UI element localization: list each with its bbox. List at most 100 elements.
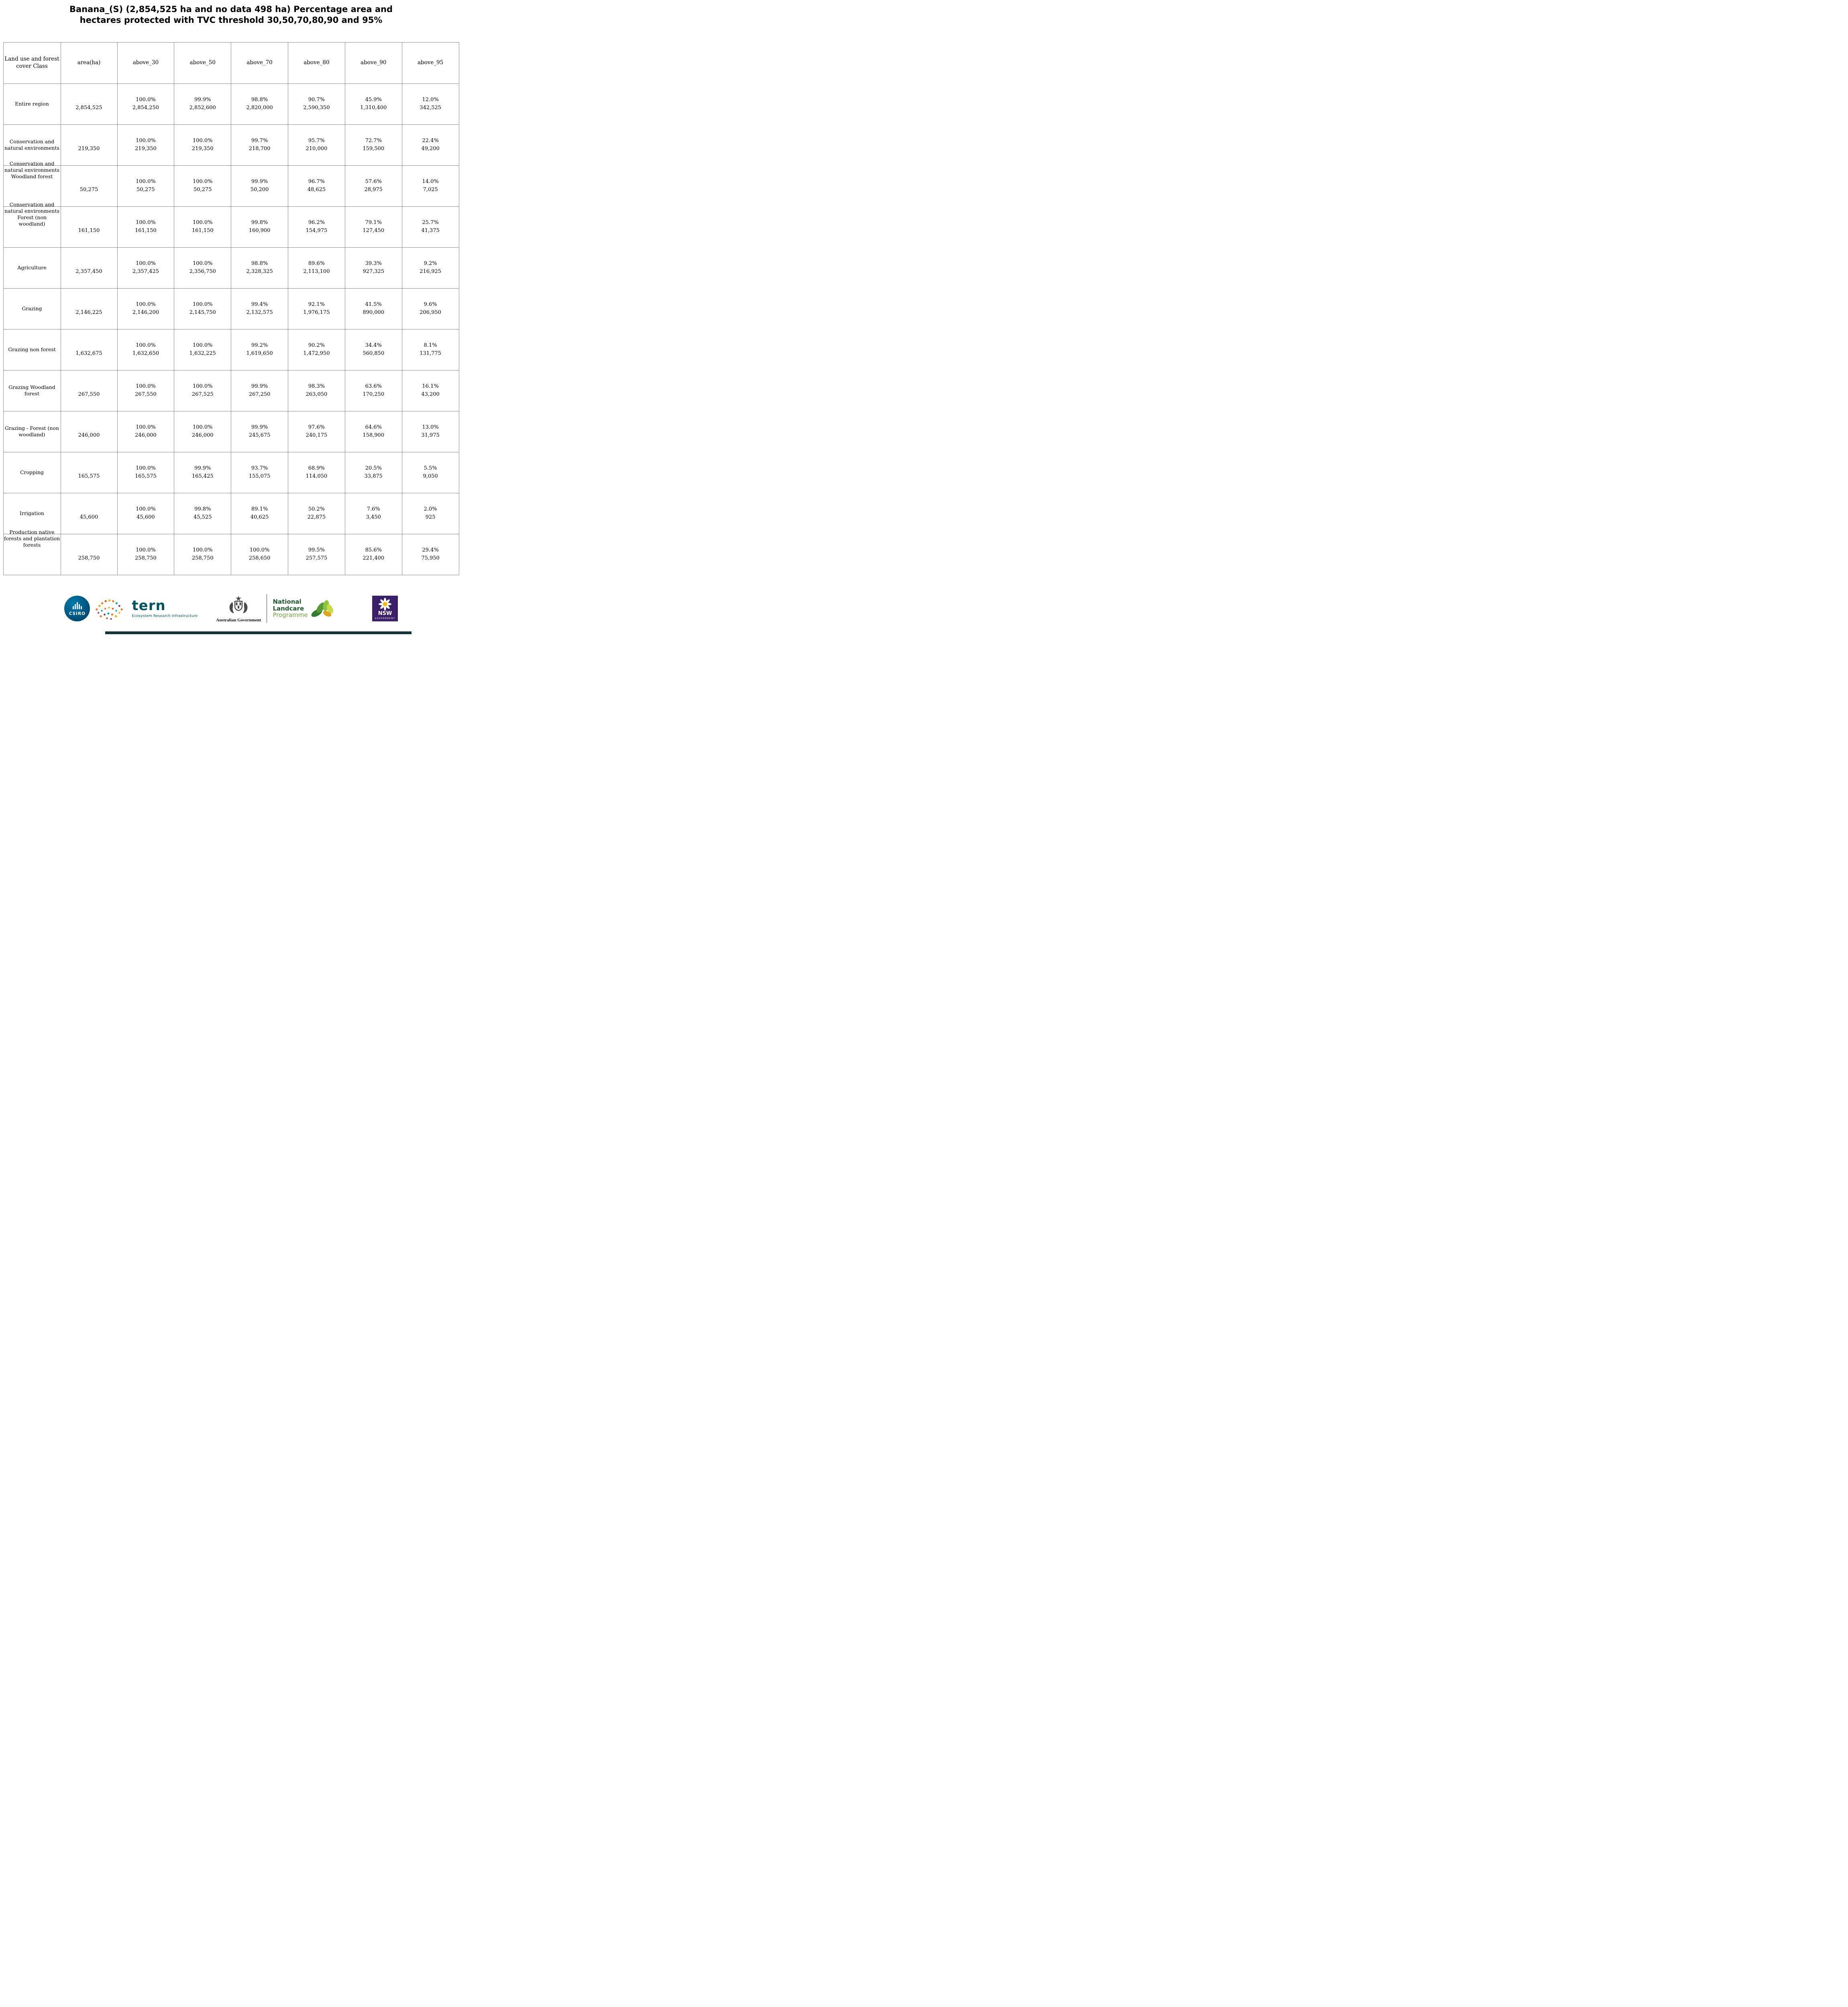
value-cell: 8.1% 131,775 <box>401 329 459 370</box>
value-cell: 41.5% 890,000 <box>344 288 402 330</box>
landcare-wordmark: National Landcare Programme <box>273 598 308 619</box>
value-cell: 99.9% 165,425 <box>174 452 232 493</box>
value-cell: 50.2% 22,875 <box>287 493 345 534</box>
leaves-icon <box>311 600 333 617</box>
column-header: above_95 <box>401 42 459 84</box>
area-cell: 267,550 <box>60 370 118 411</box>
row-label: Grazing non forest <box>3 329 61 370</box>
value-cell: 99.9% 2,852,600 <box>174 83 232 125</box>
value-cell: 12.0% 342,525 <box>401 83 459 125</box>
value-cell: 100.0% 2,146,200 <box>117 288 175 330</box>
value-cell: 20.5% 33,875 <box>344 452 402 493</box>
value-cell: 100.0% 2,356,750 <box>174 247 232 289</box>
australian-government-label: Australian Government <box>216 617 261 623</box>
value-cell: 7.6% 3,450 <box>344 493 402 534</box>
tern-wordmark: tern <box>132 598 166 614</box>
landcare-line2: Landcare <box>273 605 304 612</box>
national-landcare-logo: National Landcare Programme <box>273 597 335 620</box>
value-cell: 92.1% 1,976,175 <box>287 288 345 330</box>
value-cell: 9.2% 216,925 <box>401 247 459 289</box>
table-row: Grazing Woodland forest 267,550 100.0% 267… <box>3 370 459 411</box>
value-cell: 13.0% 31,975 <box>401 411 459 452</box>
waratah-icon <box>378 598 391 611</box>
area-cell: 50,275 <box>60 165 118 207</box>
value-cell: 98.3% 263,050 <box>287 370 345 411</box>
value-cell: 99.7% 218,700 <box>231 124 288 166</box>
row-label: Grazing Woodland forest <box>3 370 61 411</box>
value-cell: 99.4% 2,132,575 <box>231 288 288 330</box>
value-cell: 29.4% 75,950 <box>401 533 459 575</box>
area-cell: 165,575 <box>60 452 118 493</box>
row-label: Conservation and natural environments Wo… <box>3 161 61 207</box>
table-body: Entire region 2,854,525 100.0% 2,854,250 99… <box>3 83 459 575</box>
value-cell: 100.0% 2,357,425 <box>117 247 175 289</box>
value-cell: 100.0% 50,275 <box>174 165 232 207</box>
value-cell: 100.0% 219,350 <box>174 124 232 166</box>
area-cell: 2,357,450 <box>60 247 118 289</box>
value-cell: 63.6% 170,250 <box>344 370 402 411</box>
area-cell: 246,000 <box>60 411 118 452</box>
value-cell: 64.6% 158,900 <box>344 411 402 452</box>
value-cell: 100.0% 1,632,225 <box>174 329 232 370</box>
value-cell: 100.0% 45,600 <box>117 493 175 534</box>
table-row: Grazing non forest 1,632,675 100.0% 1,632,… <box>3 329 459 370</box>
table-row: Conservation and natural environments Wo… <box>3 161 459 207</box>
column-header: above_50 <box>174 42 232 84</box>
value-cell: 100.0% 2,145,750 <box>174 288 232 330</box>
landcare-line1: National <box>273 598 302 606</box>
value-cell: 99.9% 267,250 <box>231 370 288 411</box>
value-cell: 99.2% 1,619,650 <box>231 329 288 370</box>
area-cell: 1,632,675 <box>60 329 118 370</box>
value-cell: 100.0% 258,750 <box>117 533 175 575</box>
value-cell: 100.0% 246,000 <box>174 411 232 452</box>
value-cell: 100.0% 1,632,650 <box>117 329 175 370</box>
row-label: Entire region <box>3 83 61 125</box>
nsw-label: NSW <box>378 611 392 617</box>
table-row: Grazing - Forest (non woodland) 246,000 1… <box>3 411 459 452</box>
table-row: Conservation and natural environments 21… <box>3 124 459 166</box>
row-label: Irrigation <box>3 493 61 534</box>
nsw-government-logo: NSW GOVERNMENT <box>372 596 398 621</box>
report-page: Banana_(S) (2,854,525 ha and no data 498… <box>0 0 462 634</box>
table-row: Irrigation 45,600 100.0% 45,600 99.8% 45,525… <box>3 493 459 534</box>
area-cell: 258,750 <box>60 533 118 575</box>
area-cell: 2,146,225 <box>60 288 118 330</box>
area-cell: 161,150 <box>60 206 118 248</box>
value-cell: 90.2% 1,472,950 <box>287 329 345 370</box>
indigenous-dot-art <box>96 599 123 620</box>
value-cell: 39.3% 927,325 <box>344 247 402 289</box>
value-cell: 100.0% 267,550 <box>117 370 175 411</box>
value-cell: 93.7% 155,075 <box>231 452 288 493</box>
value-cell: 57.6% 28,975 <box>344 165 402 207</box>
area-cell: 2,854,525 <box>60 83 118 125</box>
footer-logos: CSIRO tern Ecosystem Research Infrastruc… <box>0 594 462 623</box>
value-cell: 100.0% 258,750 <box>174 533 232 575</box>
table-row: Grazing 2,146,225 100.0% 2,146,200 100.0% 2,… <box>3 288 459 330</box>
value-cell: 5.5% 9,050 <box>401 452 459 493</box>
value-cell: 72.7% 159,500 <box>344 124 402 166</box>
column-header: above_80 <box>287 42 345 84</box>
value-cell: 98.8% 2,328,325 <box>231 247 288 289</box>
value-cell: 45.9% 1,310,400 <box>344 83 402 125</box>
csiro-soundwave-icon <box>72 602 82 609</box>
value-cell: 14.0% 7,025 <box>401 165 459 207</box>
row-label: Production native forests and plantation… <box>3 529 61 575</box>
column-header: Land use and forest cover Class <box>3 42 61 84</box>
table-row: Production native forests and plantation… <box>3 529 459 575</box>
value-cell: 95.7% 210,000 <box>287 124 345 166</box>
csiro-label: CSIRO <box>69 611 86 616</box>
value-cell: 100.0% 267,525 <box>174 370 232 411</box>
value-cell: 100.0% 2,854,250 <box>117 83 175 125</box>
table-row: Conservation and natural environments Fo… <box>3 202 459 248</box>
value-cell: 89.6% 2,113,100 <box>287 247 345 289</box>
column-header: area(ha) <box>60 42 118 84</box>
nsw-sublabel: GOVERNMENT <box>375 617 395 620</box>
coat-of-arms-icon <box>229 595 248 613</box>
value-cell: 100.0% 246,000 <box>117 411 175 452</box>
value-cell: 99.9% 245,675 <box>231 411 288 452</box>
row-label: Conservation and natural environments Fo… <box>3 202 61 248</box>
row-label: Agriculture <box>3 247 61 289</box>
value-cell: 100.0% 161,150 <box>174 206 232 248</box>
table-header-row: Land use and forest cover Class area(ha) a… <box>3 42 459 84</box>
value-cell: 9.6% 206,950 <box>401 288 459 330</box>
